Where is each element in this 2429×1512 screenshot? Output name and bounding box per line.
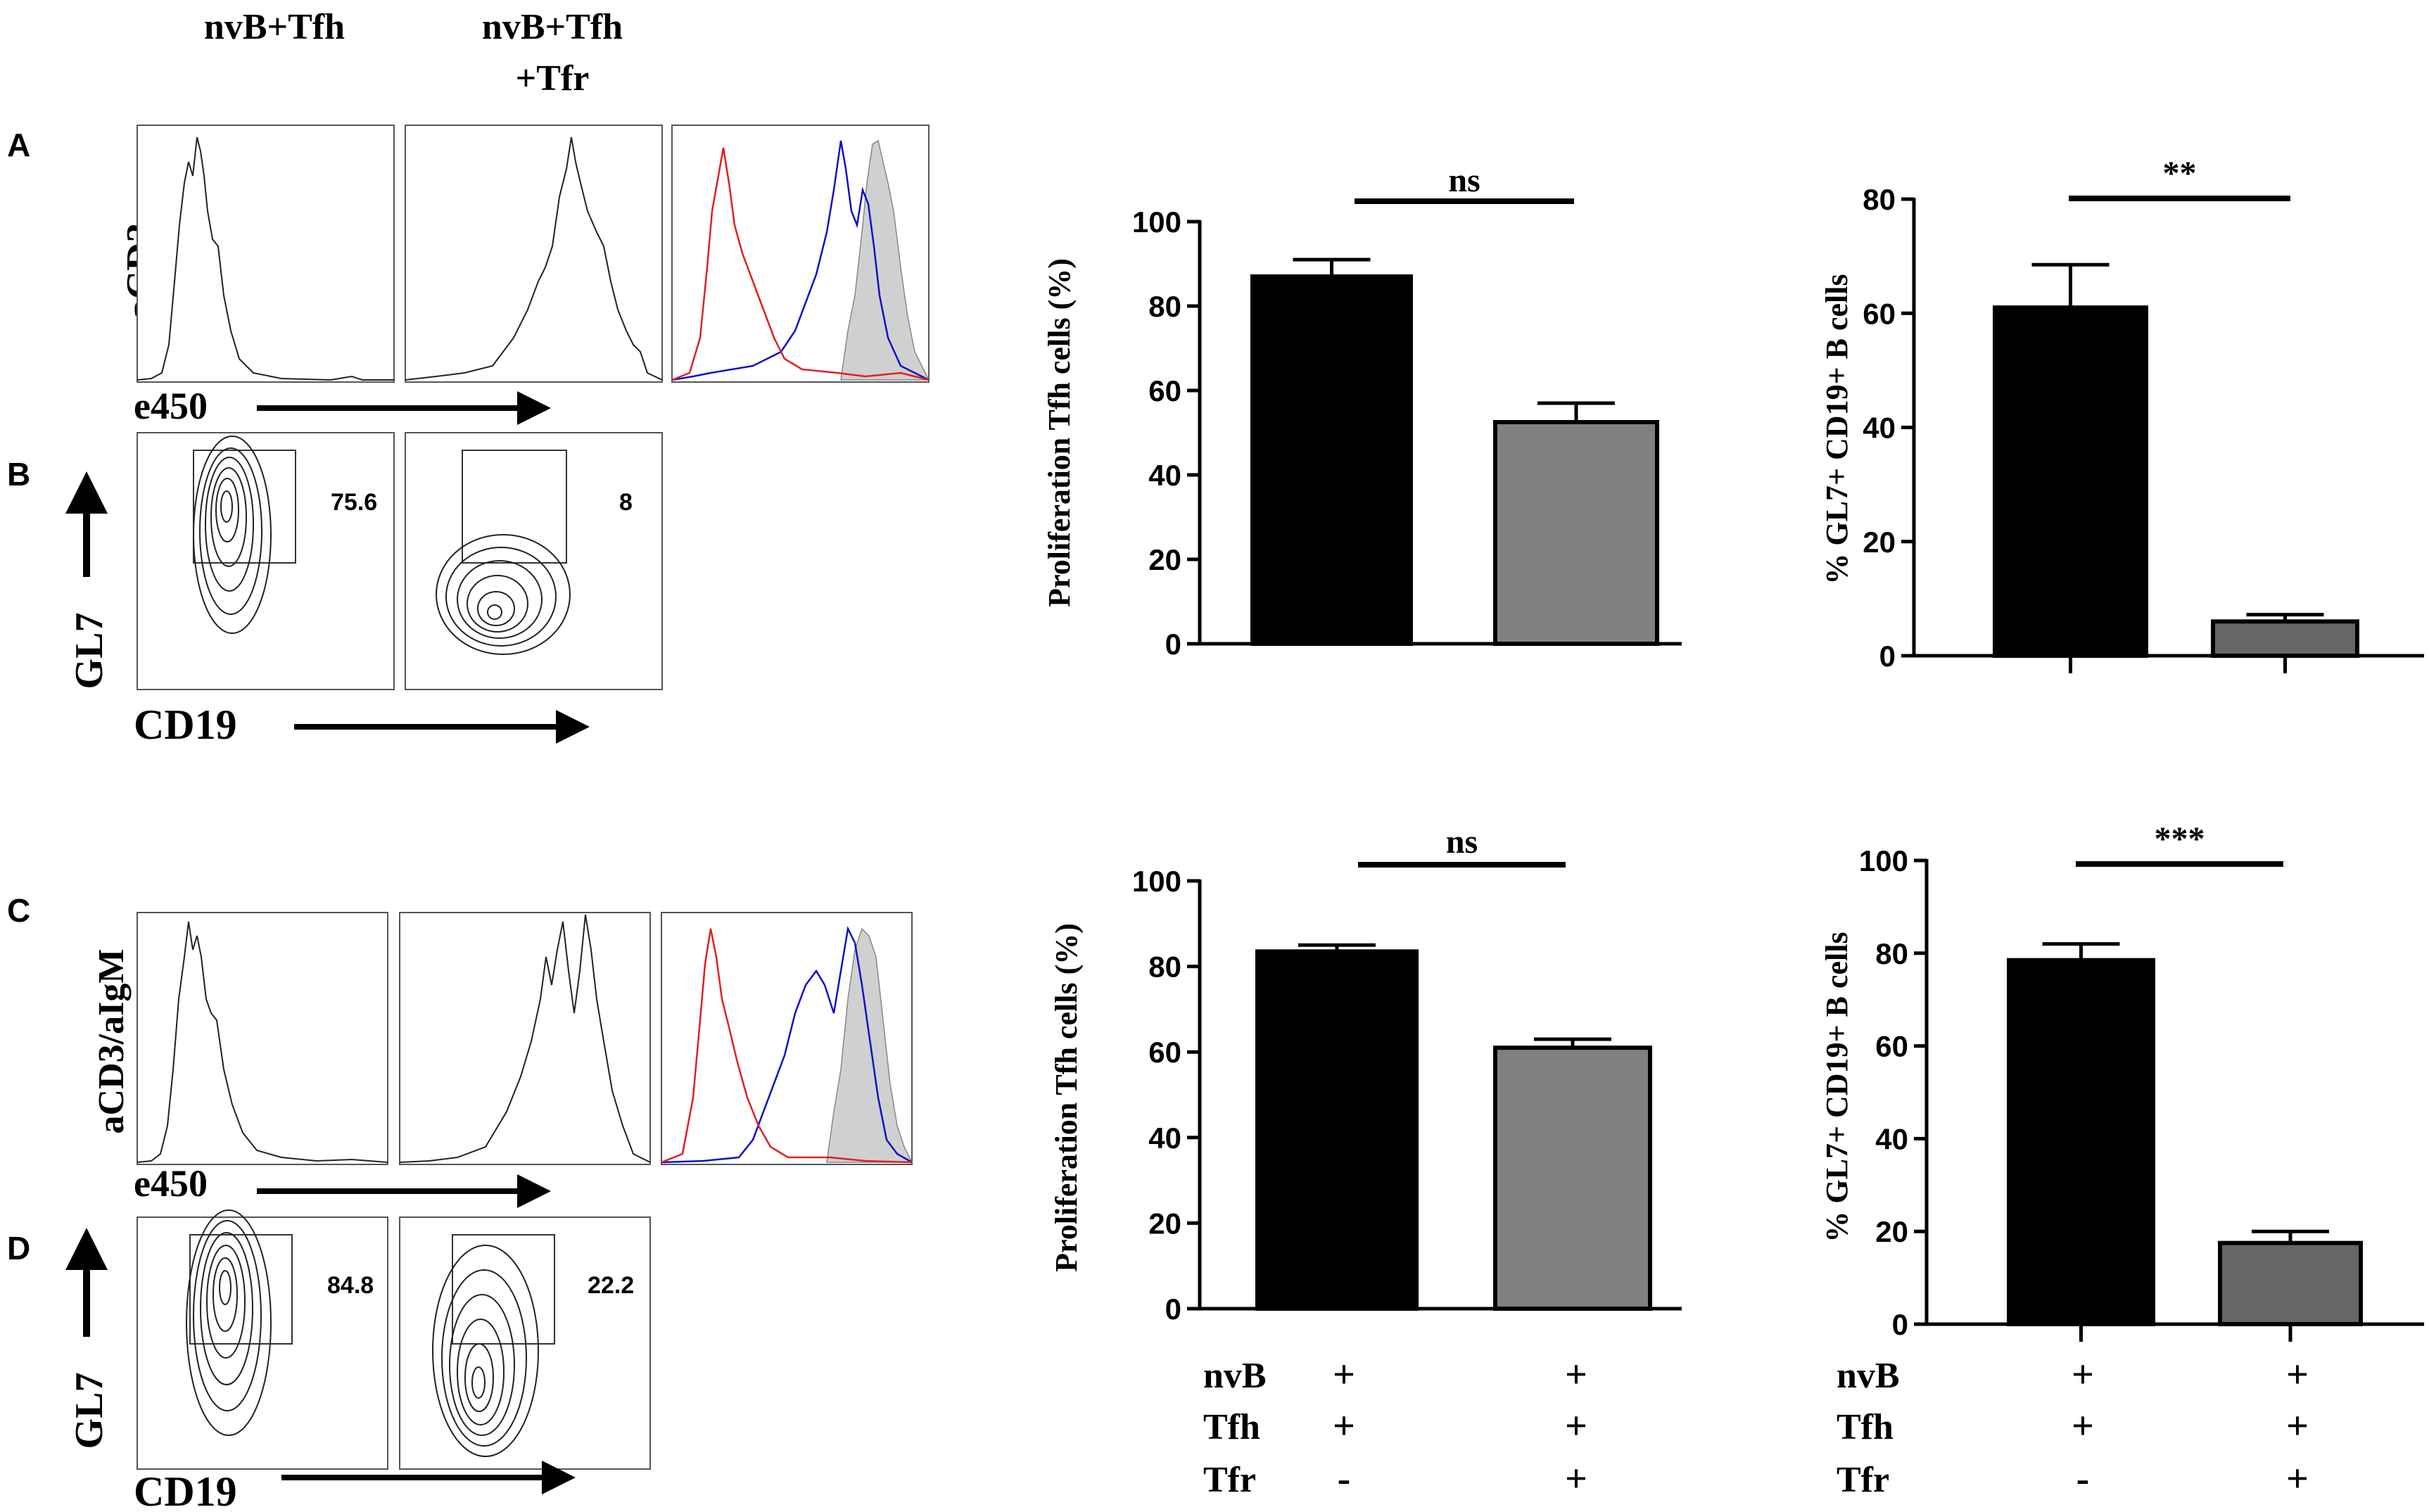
bar-charts: 0 20 40 60 80 100 Proliferation Tfh cells (%) n… (1042, 155, 2424, 1342)
y-tick-label: 100 (1132, 865, 1181, 898)
column-header-left: nvB+Tfh (204, 7, 345, 47)
bar-2 (1493, 1046, 1652, 1311)
panel-a-xlabel: e450 (134, 385, 208, 427)
y-axis-label: % GL7+ CD19+ B cells (1820, 932, 1854, 1242)
bar-2 (2218, 1240, 2363, 1327)
y-tick-label: 100 (1132, 205, 1181, 239)
condition-label: Tfr (1203, 1460, 1256, 1500)
condition-mark: + (2072, 1404, 2094, 1448)
y-tick-label: 20 (1148, 543, 1181, 576)
condition-table-2: nvB + + Tfh + + Tfr - + (1837, 1353, 2309, 1501)
condition-label: Tfh (1203, 1407, 1260, 1447)
panel-d-contour-2: 22.2 (399, 1216, 651, 1470)
bar-chart-bottom-left: 0 20 40 60 80 100 Proliferation Tfh cells (%) n… (1049, 823, 1682, 1326)
y-tick-label: 100 (1859, 844, 1908, 877)
condition-mark: + (1333, 1353, 1355, 1397)
panel-b-contour-1: 75.6 (137, 432, 395, 690)
y-tick-label: 80 (1863, 183, 1896, 216)
y-axis-label: Proliferation Tfh cells (%) (1042, 258, 1077, 607)
bar-chart-top-right: 0 20 40 60 80 % GL7+ CD19+ B cells ** (1820, 155, 2424, 673)
significance-label: *** (2155, 820, 2205, 858)
y-tick-label: 80 (1148, 951, 1181, 984)
gate-box (452, 1234, 555, 1345)
y-tick-label: 20 (1148, 1207, 1181, 1240)
gate-box (193, 450, 296, 564)
y-tick-label: 20 (1875, 1215, 1908, 1248)
condition-mark: + (1565, 1457, 1587, 1501)
panel-c-hist-1 (137, 912, 388, 1165)
panel-letter-b: B (7, 456, 30, 493)
y-axis-label: % GL7+ CD19+ B cells (1820, 274, 1854, 584)
y-tick-label: 60 (1148, 1036, 1181, 1069)
y-tick-label: 40 (1148, 1122, 1181, 1155)
significance-label: ** (2163, 155, 2197, 192)
panel-a-hist-2 (405, 125, 663, 383)
panel-b-contour-2: 8 (405, 432, 663, 690)
bar-2 (1493, 420, 1659, 646)
y-tick-label: 40 (1875, 1122, 1908, 1155)
y-tick-label: 40 (1863, 412, 1896, 445)
panel-c-hist-3 (661, 912, 913, 1165)
gate-value: 22.2 (588, 1272, 634, 1299)
isotype-fill (826, 927, 913, 1163)
panel-b-xlabel: CD19 (134, 701, 237, 748)
y-tick-label: 60 (1148, 374, 1181, 407)
gate-value: 75.6 (331, 489, 377, 516)
significance-label: ns (1446, 823, 1478, 860)
condition-tables: nvB + + Tfh + + Tfr - + nvB + + Tfh + + Tfr - + (1203, 1353, 2309, 1501)
gate-value: 8 (619, 489, 633, 516)
gate-value: 84.8 (327, 1272, 374, 1299)
panel-letter-d: D (7, 1230, 30, 1266)
condition-mark: - (1338, 1457, 1351, 1501)
y-tick-label: 0 (1879, 640, 1896, 673)
bar-chart-top-left: 0 20 40 60 80 100 Proliferation Tfh cells (%) n… (1042, 162, 1682, 661)
condition-mark: + (1565, 1404, 1587, 1448)
panel-b-ylabel: GL7 (68, 613, 111, 690)
panel-a-hist-3 (671, 125, 930, 383)
panel-d-xlabel: CD19 (134, 1468, 237, 1512)
panel-c-hist-2 (399, 912, 651, 1165)
y-tick-label: 0 (1892, 1308, 1908, 1341)
condition-mark: + (1333, 1404, 1355, 1448)
condition-mark: - (2076, 1457, 2090, 1501)
gate-box (189, 1234, 293, 1345)
y-tick-label: 20 (1863, 526, 1896, 559)
bar-chart-bottom-right: 0 20 40 60 80 100 % GL7+ CD19+ B cells *** (1820, 820, 2424, 1342)
y-tick-label: 80 (1875, 937, 1908, 970)
significance-label: ns (1448, 162, 1480, 199)
y-tick-label: 0 (1165, 628, 1181, 661)
condition-label: nvB (1837, 1356, 1900, 1396)
panel-c-xlabel: e450 (134, 1162, 208, 1205)
panel-a-hist-1 (137, 125, 395, 383)
panel-letter-a: A (7, 127, 30, 163)
bar-1 (1250, 274, 1413, 646)
condition-mark: + (1565, 1353, 1587, 1397)
column-header-right-line1: nvB+Tfh (482, 7, 623, 47)
column-header-right-line2: +Tfr (516, 58, 590, 99)
panel-letter-c: C (7, 892, 30, 929)
panel-d-contour-1: 84.8 (137, 1209, 388, 1470)
bar-1 (1993, 305, 2148, 658)
y-axis-label: Proliferation Tfh cells (%) (1049, 923, 1084, 1272)
condition-mark: + (2286, 1404, 2309, 1448)
condition-label: nvB (1203, 1356, 1267, 1396)
bar-1 (2007, 958, 2155, 1327)
y-tick-label: 60 (1863, 297, 1896, 330)
bar-2 (2211, 619, 2359, 659)
y-tick-label: 40 (1148, 459, 1181, 492)
condition-mark: + (2072, 1353, 2094, 1397)
condition-mark: + (2286, 1353, 2309, 1397)
panel-d-ylabel: GL7 (68, 1373, 111, 1449)
condition-table-1: nvB + + Tfh + + Tfr - + (1203, 1353, 1587, 1501)
panel-c-ylabel: aCD3/aIgM (91, 949, 132, 1134)
bar-1 (1255, 949, 1419, 1311)
y-tick-label: 80 (1148, 290, 1181, 323)
isotype-fill (840, 139, 930, 381)
condition-mark: + (2286, 1457, 2309, 1501)
y-tick-label: 60 (1875, 1030, 1908, 1063)
condition-label: Tfr (1837, 1460, 1889, 1500)
condition-label: Tfh (1837, 1407, 1894, 1447)
y-tick-label: 0 (1165, 1292, 1181, 1326)
